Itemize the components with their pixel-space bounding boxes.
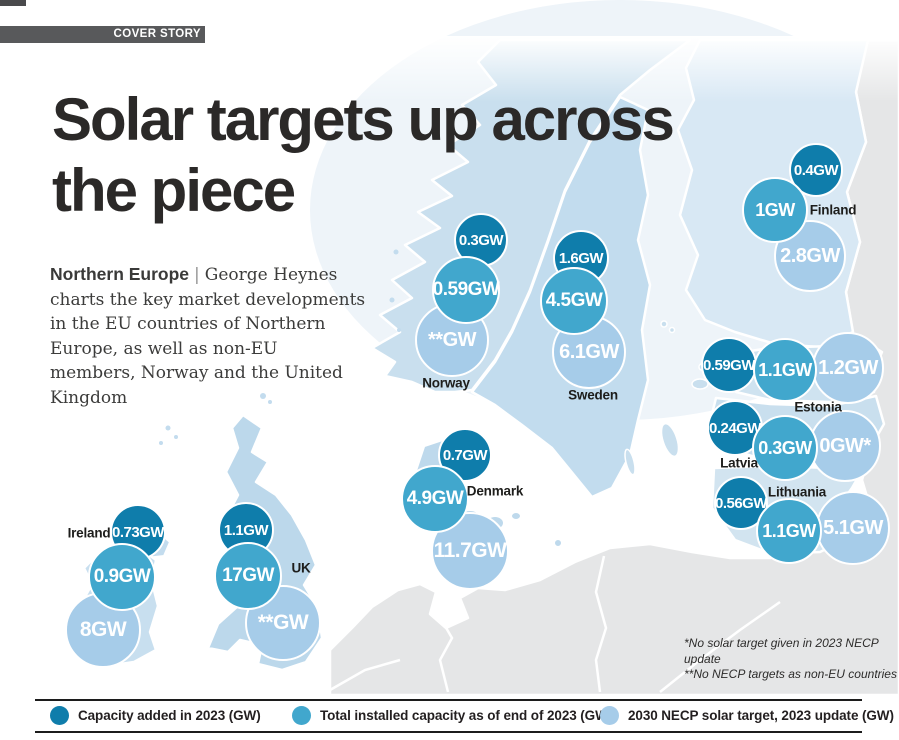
kicker-bar: COVER STORY bbox=[0, 26, 205, 43]
legend-item-added: Capacity added in 2023 (GW) bbox=[50, 706, 261, 725]
map-top-fade bbox=[300, 36, 899, 102]
footnote-2: **No NECP targets as non-EU countries bbox=[684, 667, 897, 681]
border-pl-east bbox=[659, 600, 781, 693]
page-title: Solar targets up across the piece bbox=[52, 84, 675, 226]
legend-rule-bottom bbox=[35, 731, 862, 733]
legend-dot-target-icon bbox=[600, 706, 619, 725]
ireland-shape bbox=[78, 544, 160, 668]
title-line-2: the piece bbox=[52, 157, 296, 224]
byline-text: George Heynes charts the key market deve… bbox=[50, 265, 366, 408]
footnote-1: *No solar target given in 2023 NECP upda… bbox=[684, 636, 879, 666]
byline: Northern Europe | George Heynes charts the… bbox=[50, 262, 368, 410]
legend-dot-added-icon bbox=[50, 706, 69, 725]
uk-shape bbox=[206, 413, 324, 672]
border-nl-de bbox=[436, 593, 454, 693]
title-line-1: Solar targets up across bbox=[52, 86, 675, 153]
danish-islands bbox=[458, 509, 563, 548]
legend-label-target: 2030 NECP solar target, 2023 update (GW) bbox=[628, 708, 894, 723]
denmark-shape bbox=[414, 436, 460, 534]
latvia-shape bbox=[708, 394, 886, 464]
legend-item-target: 2030 NECP solar target, 2023 update (GW) bbox=[600, 706, 894, 725]
lithuania-shape bbox=[710, 458, 870, 556]
small-isles bbox=[159, 249, 401, 445]
legend-item-installed: Total installed capacity as of end of 20… bbox=[292, 706, 612, 725]
legend-rule-top bbox=[35, 699, 862, 701]
border-de-pl bbox=[594, 555, 608, 693]
legend-label-added: Capacity added in 2023 (GW) bbox=[78, 708, 261, 723]
border-be-fr bbox=[329, 658, 401, 692]
baltic-islands bbox=[624, 320, 710, 476]
footnotes: *No solar target given in 2023 NECP upda… bbox=[684, 636, 899, 683]
byline-region: Northern Europe bbox=[50, 264, 190, 284]
estonia-shape bbox=[714, 344, 882, 404]
legend-dot-installed-icon bbox=[292, 706, 311, 725]
crop-mark bbox=[0, 0, 26, 6]
kicker-label: COVER STORY bbox=[113, 28, 201, 40]
legend-label-installed: Total installed capacity as of end of 20… bbox=[320, 708, 613, 723]
byline-separator: | bbox=[194, 265, 200, 285]
